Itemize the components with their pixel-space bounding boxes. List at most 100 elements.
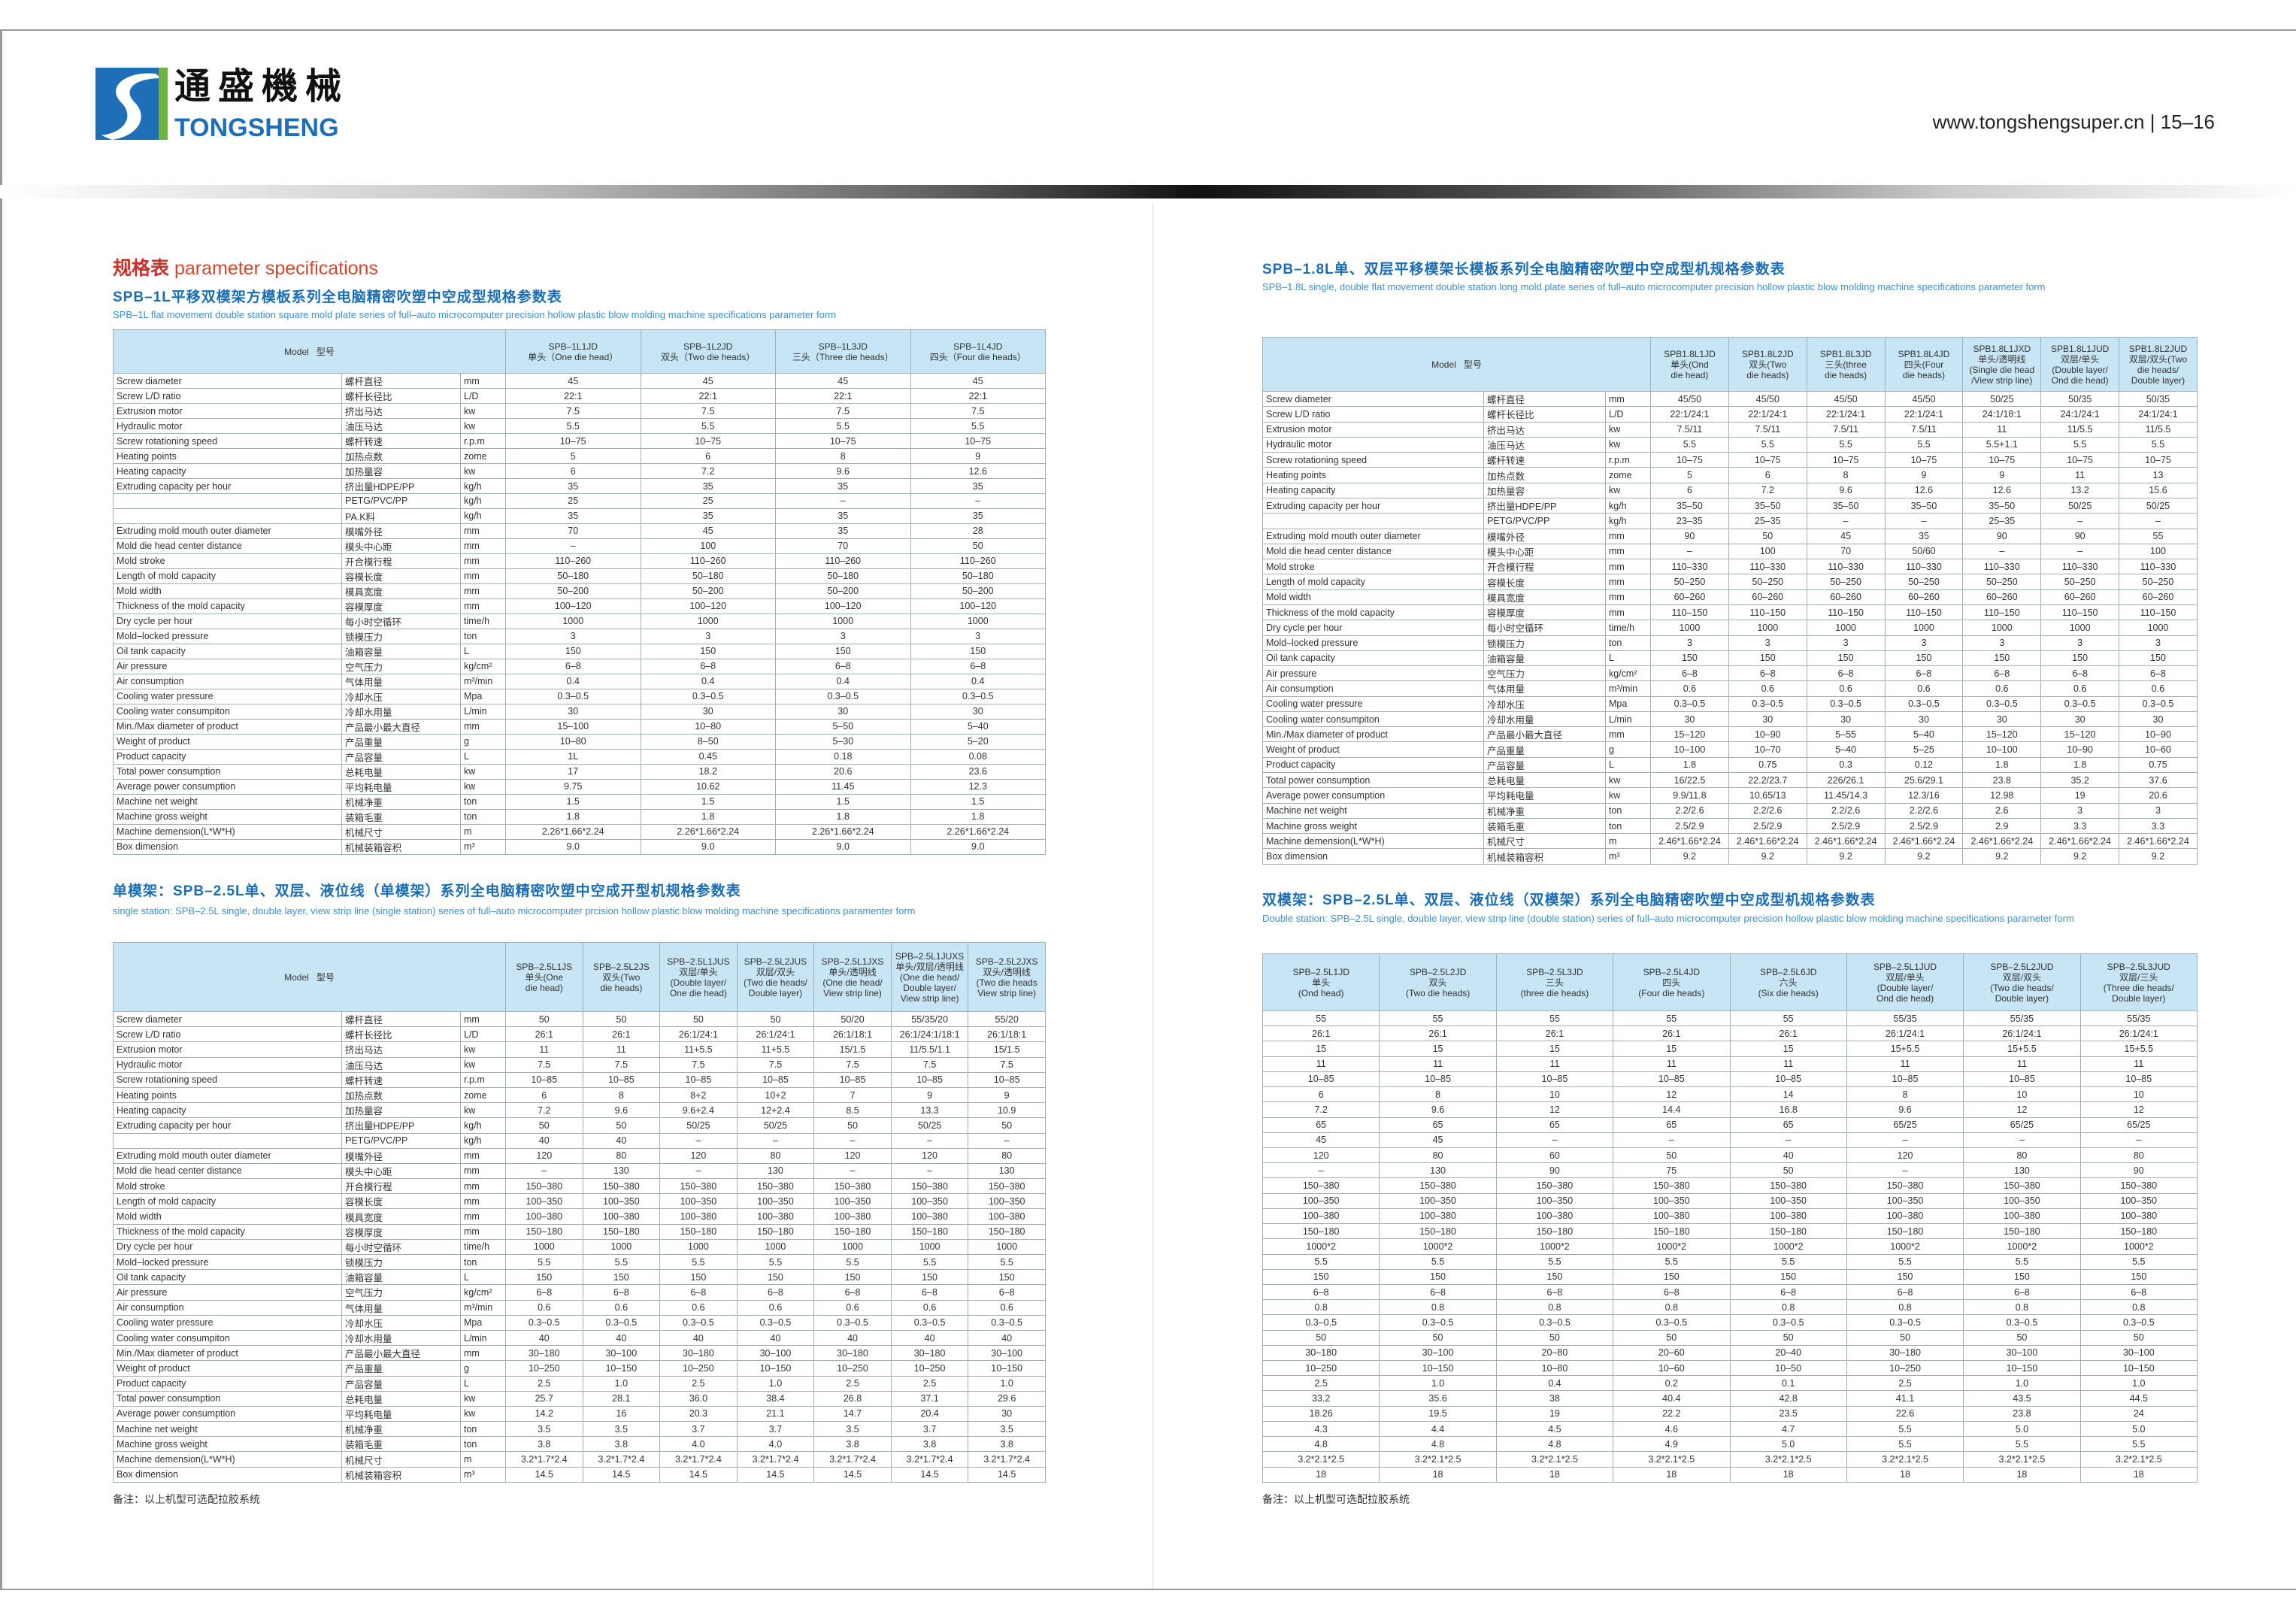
- column-header-line: Double layer/: [903, 982, 956, 993]
- cell-value: 50: [505, 1010, 583, 1028]
- cell-value: 6–8: [1963, 1283, 2081, 1301]
- cell-value: 0.3–0.5: [813, 1314, 892, 1331]
- column-header-line: SPB–1L3JD: [818, 341, 868, 352]
- cell-value: 0.3: [1806, 756, 1886, 774]
- row-label: 装箱毛重: [341, 1436, 461, 1453]
- cell-value: 5: [1650, 467, 1729, 483]
- cell-value: 30–100: [736, 1345, 815, 1362]
- cell-value: 5.5: [1613, 1253, 1731, 1270]
- row-label: time/h: [1605, 620, 1651, 636]
- row-label: m³: [460, 1466, 506, 1483]
- cell-value: 40: [736, 1329, 815, 1347]
- row-label: 总耗电量: [341, 1390, 461, 1407]
- cell-value: 60–260: [1962, 589, 2042, 605]
- data-row: Mold–locked pressure 锁模压力 ton 3 3 3 3: [113, 628, 1046, 644]
- row-label: r.p.m: [460, 1071, 506, 1088]
- row-label: 平均耗电量: [1483, 787, 1606, 804]
- data-row: Average power consumption 平均耗电量 kw 9.9/11.8…: [1262, 787, 2198, 804]
- row-label: mm: [460, 538, 506, 554]
- row-label: Average power consumption: [1262, 787, 1484, 804]
- column-header: SPB–2.5L1JXS 单头/透明线 (One die head/View str…: [813, 942, 892, 1012]
- cell-value: 9.75: [505, 778, 641, 795]
- cell-value: 2.5: [890, 1375, 969, 1392]
- column-header-line: 单头(Ond: [1671, 359, 1709, 370]
- cell-value: 70: [505, 523, 641, 539]
- header-bar: [0, 185, 2296, 198]
- cell-value: 0.8: [1262, 1299, 1380, 1316]
- row-label: Screw rotationing speed: [113, 1071, 342, 1088]
- cell-value: 35–50: [1806, 497, 1886, 514]
- column-header: SPB1.8L1JD 单头(Ond die head): [1650, 337, 1729, 392]
- column-header: SPB–2.5L2JUD 双层/双头 (Two die heads/Double l…: [1963, 953, 2081, 1011]
- row-label: 气体用量: [341, 673, 461, 689]
- cell-value: 5.5: [1379, 1253, 1497, 1270]
- cell-value: 45: [1379, 1132, 1497, 1148]
- row-label: m: [1605, 833, 1651, 850]
- cell-value: 65/25: [2079, 1116, 2198, 1133]
- section-label: 规格表 parameter specifications: [113, 257, 378, 280]
- cell-value: 5.5: [2040, 436, 2120, 453]
- cell-value: 10–70: [1728, 741, 1807, 758]
- column-header-line: 四头（Four die heads）: [929, 351, 1026, 362]
- row-label: 螺杆直径: [1483, 390, 1606, 408]
- data-row: Thickness of the mold capacity 容模厚度 mm 150–…: [113, 1223, 1046, 1240]
- cell-value: 100–380: [582, 1208, 661, 1225]
- cell-value: 50–200: [505, 583, 641, 599]
- row-label: kw: [460, 1041, 506, 1058]
- cell-value: 3.2*1.7*2.4: [813, 1451, 892, 1468]
- data-row: Mold width 模具宽度 mm 100–380 100–380 100–380 100…: [113, 1208, 1046, 1225]
- cell-value: 50/25: [2119, 497, 2198, 514]
- row-label: 机械装箱容积: [341, 838, 461, 855]
- cell-value: 30: [1962, 710, 2042, 728]
- column-header-line: SPB–2.5L1JUS: [667, 956, 730, 967]
- table-title: 单模架：SPB–2.5L单、双层、液位线（单模架）系列全电脑精密吹塑中空成开型机…: [113, 883, 741, 899]
- data-row: 26:1 26:1 26:1 26:1 26:1 26:1/24:1 26:1/24:1 26…: [1262, 1026, 2198, 1042]
- cell-value: 1000*2: [2079, 1238, 2198, 1255]
- row-label: Length of mold capacity: [113, 1193, 342, 1210]
- column-header-line: 双层/单头: [2060, 353, 2100, 365]
- cell-value: 150: [968, 1269, 1046, 1286]
- column-header-line: (Two die heads/: [1990, 982, 2054, 993]
- cell-value: 0.6: [582, 1299, 661, 1316]
- row-label: mm: [1605, 726, 1651, 743]
- row-label: [113, 1132, 342, 1149]
- cell-value: 5–40: [1806, 741, 1886, 758]
- cell-value: 130: [736, 1162, 815, 1180]
- cell-value: 1000: [1806, 620, 1886, 636]
- row-label: 模头中心距: [341, 538, 461, 554]
- row-label: 容模长度: [1483, 574, 1606, 590]
- cell-value: 0.3–0.5: [1495, 1314, 1614, 1331]
- cell-value: 1000: [505, 1238, 583, 1256]
- cell-value: 40.4: [1613, 1390, 1731, 1407]
- cell-value: 2.46*1.66*2.24: [1884, 833, 1964, 850]
- column-header-line: Double layer): [2131, 374, 2185, 386]
- cell-value: 2.5/2.9: [1806, 817, 1886, 835]
- row-label: g: [460, 1360, 506, 1377]
- cell-value: 9.2: [1884, 848, 1964, 865]
- cell-value: 30–180: [1846, 1344, 1964, 1362]
- row-label: Extruding capacity per hour: [1262, 497, 1484, 514]
- data-row: –130 90 75 50–130 90: [1262, 1162, 2198, 1179]
- cell-value: 60–260: [2040, 589, 2120, 605]
- row-label: Average power consumption: [113, 1405, 342, 1423]
- cell-value: 5–30: [775, 733, 911, 750]
- cell-value: 6–8: [582, 1284, 661, 1301]
- cell-value: 120: [890, 1147, 969, 1164]
- cell-value: 110–330: [1806, 559, 1886, 575]
- cell-value: 0.6: [505, 1299, 583, 1316]
- cell-value: 3.2*1.7*2.4: [505, 1451, 583, 1468]
- row-label: Cooling water pressure: [113, 688, 342, 704]
- row-label: Screw L/D ratio: [113, 1026, 342, 1043]
- row-label: 冷却水用量: [1483, 710, 1606, 728]
- column-header-line: SPB1.8L3JD: [1819, 348, 1872, 359]
- cell-value: 100–380: [813, 1208, 892, 1225]
- cell-value: 0.3–0.5: [582, 1314, 661, 1331]
- data-row: Mold–locked pressure 锁模压力 ton 5.5 5.5 5.5 5.5 5…: [113, 1253, 1046, 1271]
- column-header-line: 双层/双头: [2002, 971, 2042, 983]
- cell-value: 0.8: [1613, 1299, 1731, 1316]
- cell-value: 50–180: [640, 568, 776, 584]
- note: 备注：以上机型可选配拉胶系统: [113, 1493, 260, 1505]
- column-header: SPB–2.5L3JUD 双层/三头 (Three die heads/Double…: [2079, 953, 2198, 1011]
- cell-value: 226/26.1: [1806, 772, 1886, 789]
- column-header: SPB–2.5L4JD 四头 (Four die heads): [1613, 953, 1731, 1011]
